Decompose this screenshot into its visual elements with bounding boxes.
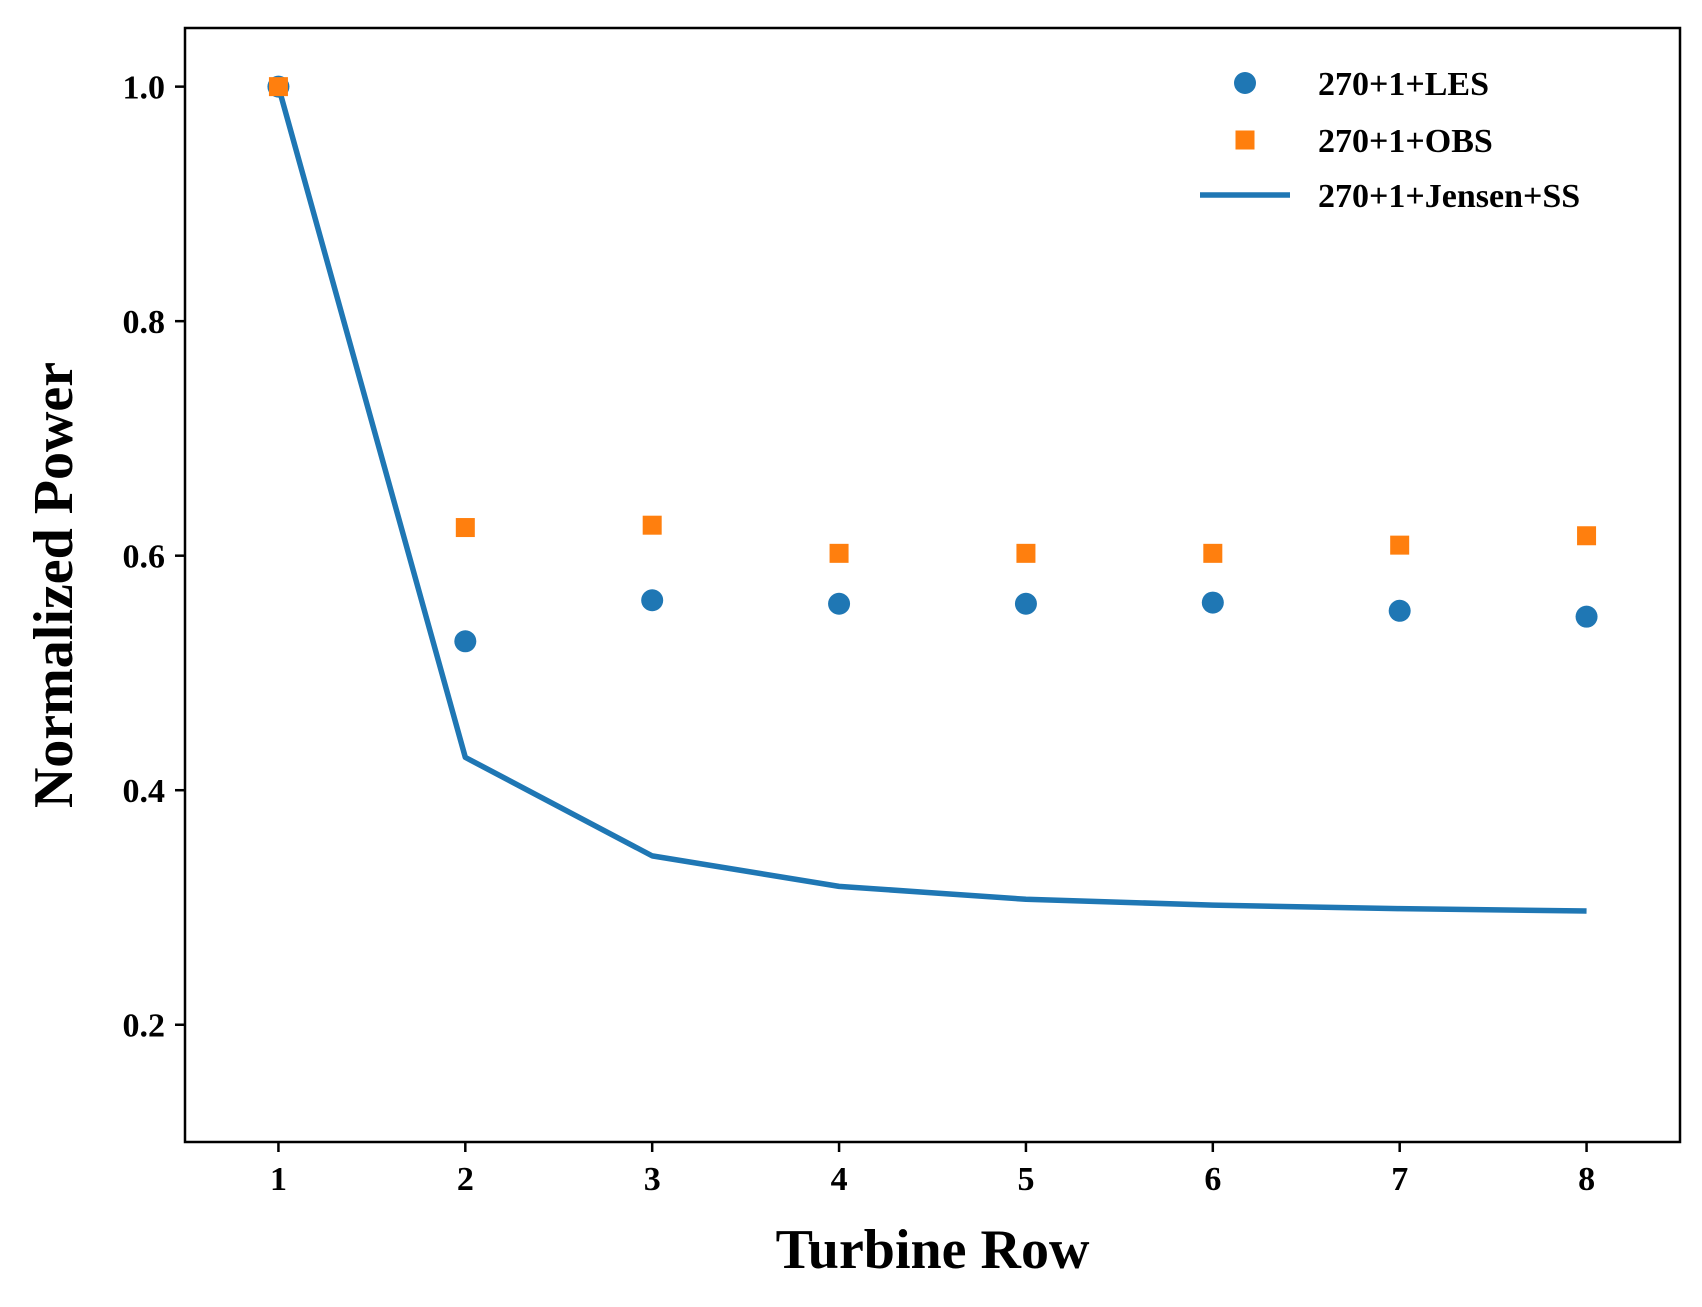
obs-point	[1577, 526, 1597, 546]
series-line-jensen-ss	[275, 85, 1587, 914]
legend-label: 270+1+OBS	[1318, 123, 1493, 160]
obs-point	[642, 515, 662, 535]
plot-frame	[183, 26, 1682, 1144]
x-tick-label: 4	[831, 1161, 848, 1198]
les-point	[1014, 592, 1037, 615]
legend-circle-swatch	[1234, 72, 1256, 94]
y-axis-title: Normalized Power	[23, 362, 85, 808]
les-point	[828, 592, 851, 615]
x-tick-label: 6	[1204, 1161, 1221, 1198]
les-point	[641, 589, 664, 612]
plot-data	[267, 75, 1598, 914]
x-tick-label: 5	[1017, 1161, 1034, 1198]
les-point	[1575, 605, 1598, 628]
les-point	[454, 630, 477, 653]
y-tick-label: 0.2	[123, 1008, 166, 1045]
obs-point	[455, 518, 475, 538]
x-tick-label: 7	[1391, 1161, 1408, 1198]
les-point	[1388, 599, 1411, 622]
obs-point	[268, 77, 288, 97]
axis-ticks: 1 2 3 4 5 6 7 8 0.2 0.4 0.6 0.8 1.0	[123, 70, 1596, 1198]
y-tick-label: 1.0	[123, 70, 166, 107]
legend: 270+1+LES 270+1+OBS 270+1+Jensen+SS	[1200, 66, 1580, 215]
x-axis-title: Turbine Row	[776, 1219, 1090, 1281]
x-tick-label: 3	[644, 1161, 661, 1198]
y-tick-label: 0.4	[123, 773, 166, 810]
x-tick-label: 1	[270, 1161, 287, 1198]
legend-item: 270+1+Jensen+SS	[1200, 178, 1580, 215]
legend-item: 270+1+LES	[1234, 66, 1489, 103]
obs-point	[829, 543, 849, 563]
x-tick-label: 8	[1578, 1161, 1595, 1198]
legend-label: 270+1+Jensen+SS	[1318, 178, 1580, 215]
les-point	[1201, 591, 1224, 614]
legend-item: 270+1+OBS	[1235, 123, 1493, 160]
obs-point	[1203, 543, 1223, 563]
obs-point	[1016, 543, 1036, 563]
x-tick-label: 2	[457, 1161, 474, 1198]
legend-label: 270+1+LES	[1318, 66, 1489, 103]
y-tick-label: 0.6	[123, 539, 166, 576]
y-tick-label: 0.8	[123, 304, 166, 341]
obs-point	[1390, 535, 1410, 555]
legend-square-swatch	[1235, 130, 1255, 150]
